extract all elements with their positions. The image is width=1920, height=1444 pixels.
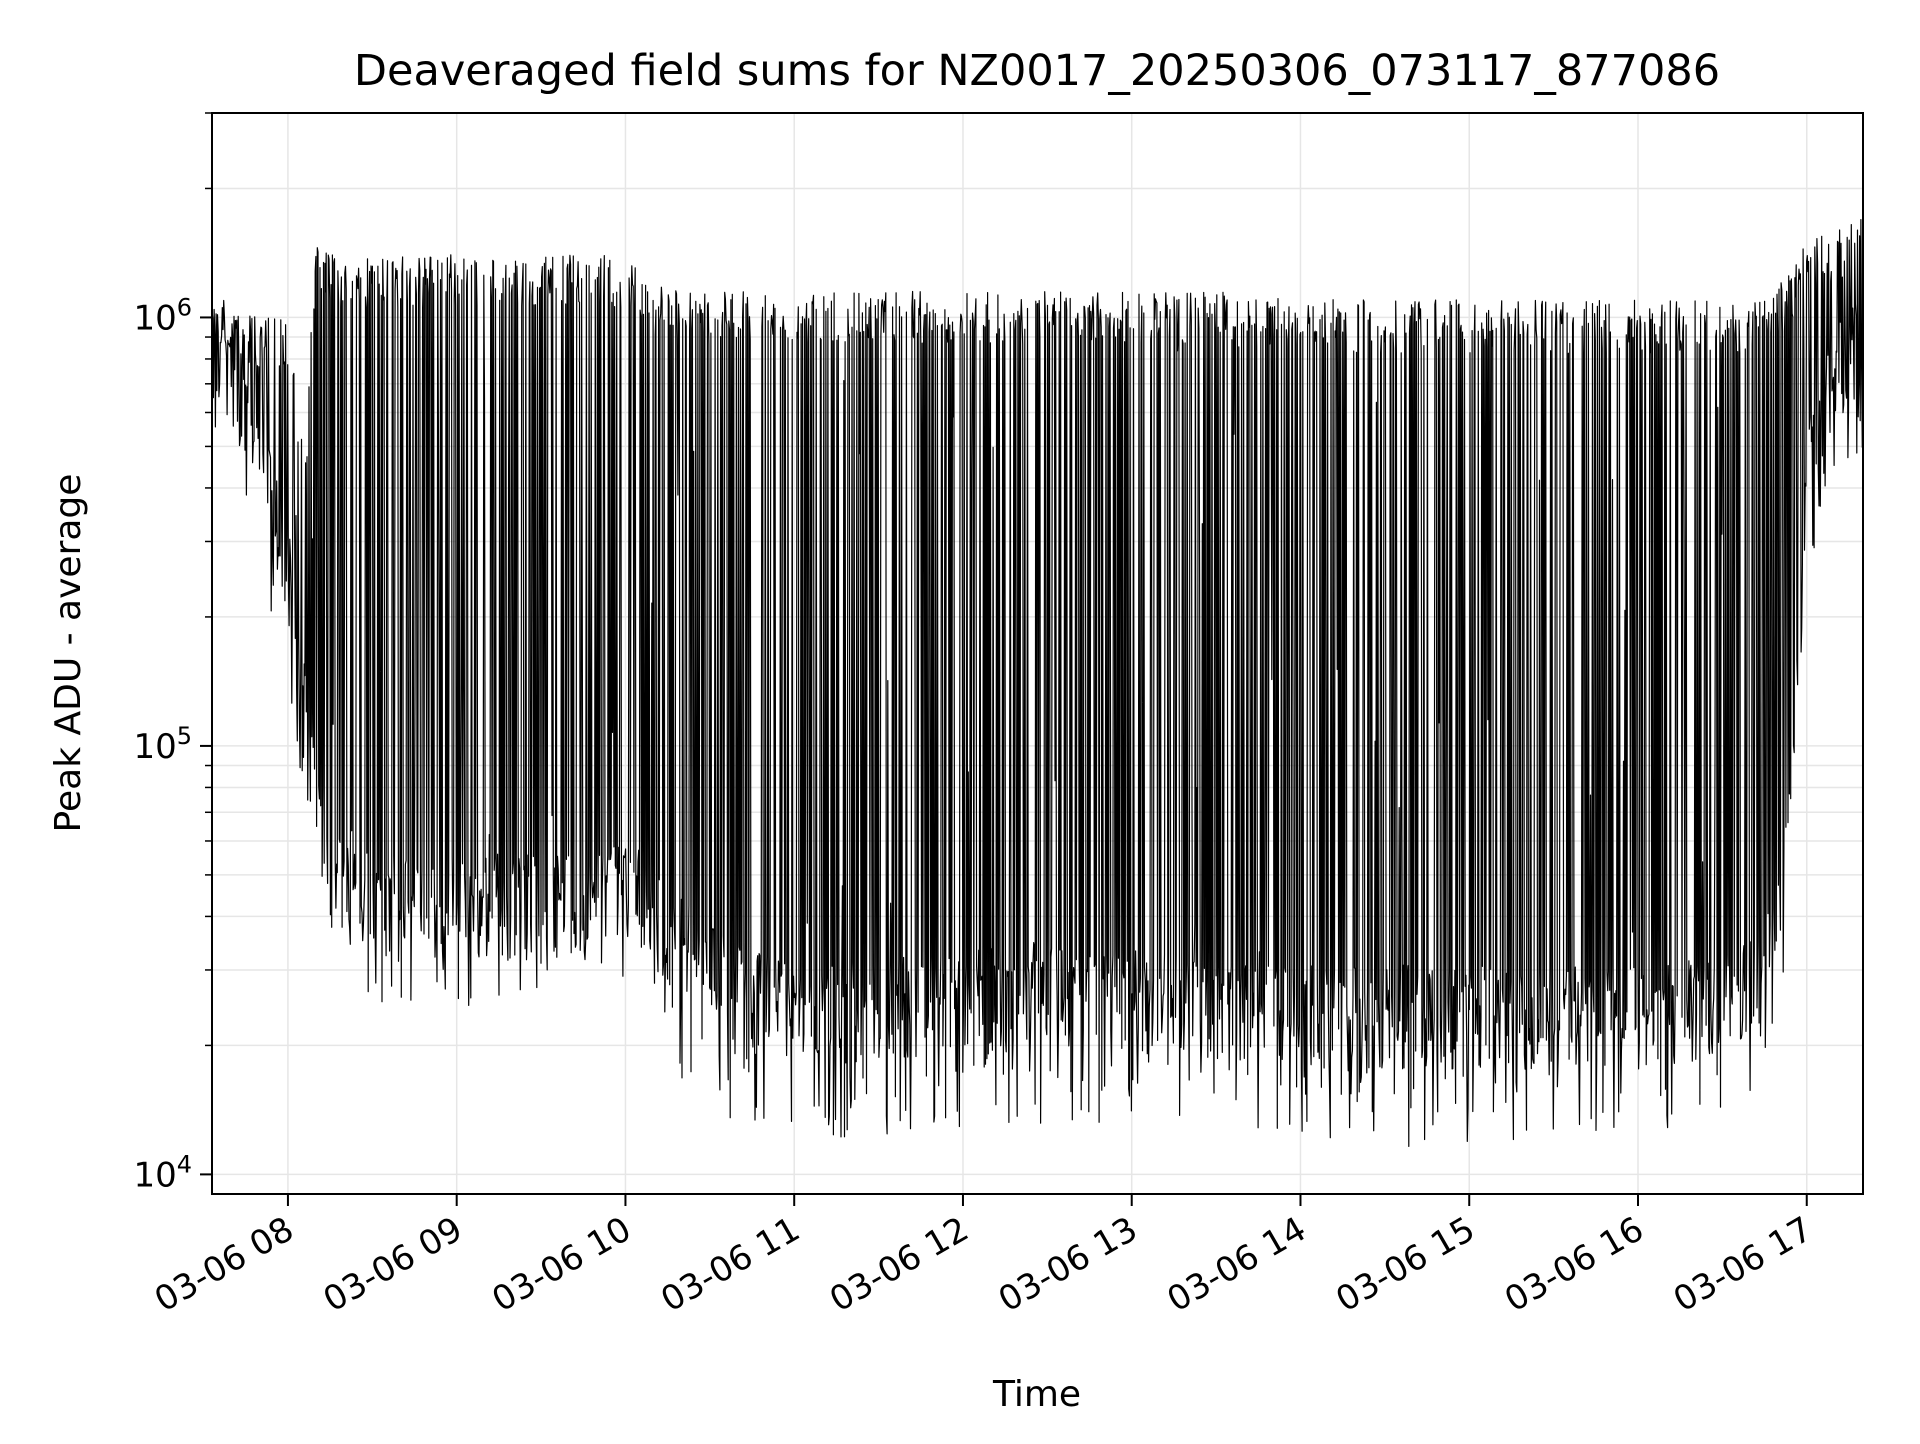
chart-title: Deaveraged field sums for NZ0017_2025030…	[354, 46, 1720, 96]
series-line	[211, 219, 1864, 1148]
y-axis-label: Peak ADU - average	[48, 474, 89, 833]
plot-frame	[211, 112, 1864, 1195]
y-tick-label: 106	[133, 293, 192, 338]
data-layer	[211, 219, 1864, 1148]
y-tick-label: 104	[133, 1150, 192, 1195]
x-axis-label: Time	[992, 1374, 1081, 1415]
y-tick-label: 105	[133, 722, 192, 767]
